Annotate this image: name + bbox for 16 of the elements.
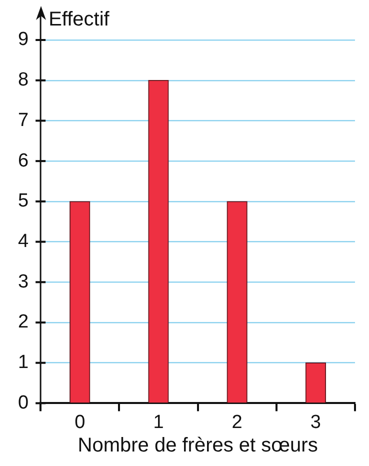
x-tick-label: 1: [153, 412, 164, 433]
y-tick-label: 5: [18, 190, 29, 212]
y-tick-label: 3: [18, 271, 29, 292]
x-axis-title: Nombre de frères et sœurs: [78, 434, 318, 457]
y-axis-title: Effectif: [48, 8, 110, 31]
x-tick-label: 2: [232, 412, 242, 433]
y-tick-label: 8: [18, 70, 29, 91]
y-tick-label: 6: [18, 150, 29, 172]
y-tick-label: 0: [18, 392, 29, 414]
y-tick-label: 1: [18, 352, 29, 374]
y-tick-label: 9: [18, 29, 29, 50]
x-tick-label: 0: [74, 412, 86, 433]
y-tick-label: 2: [18, 312, 29, 333]
y-tick-label: 7: [18, 110, 29, 131]
x-tick-label: 3: [310, 412, 321, 433]
y-tick-label: 4: [18, 231, 29, 252]
